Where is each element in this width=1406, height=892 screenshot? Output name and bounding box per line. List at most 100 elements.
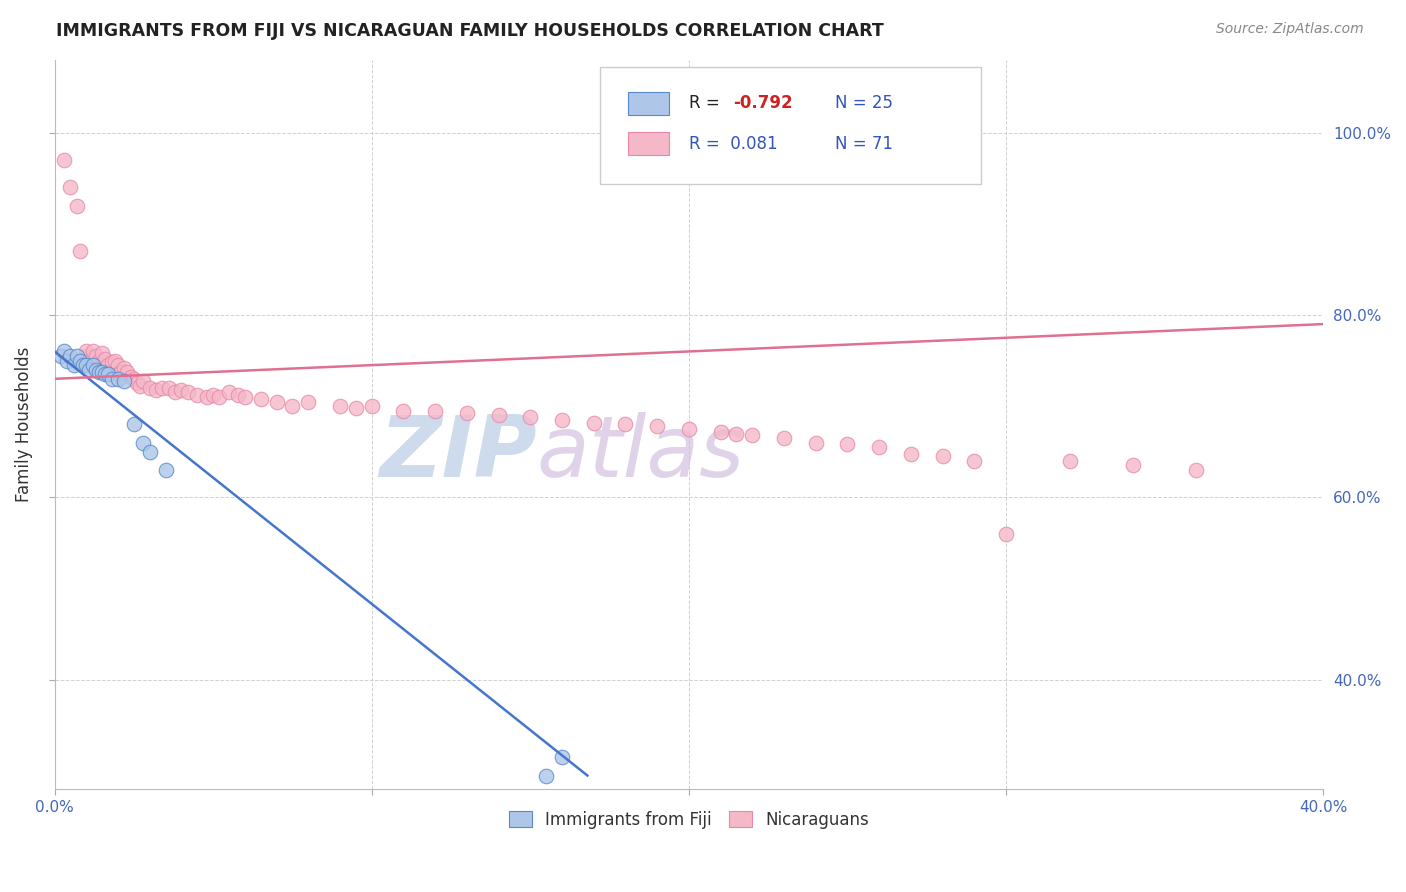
Point <box>100 372 122 386</box>
Point <box>218 385 240 400</box>
Point <box>150 381 173 395</box>
Point <box>249 392 271 406</box>
Point <box>725 426 748 441</box>
Point <box>551 413 574 427</box>
Point <box>84 349 107 363</box>
FancyBboxPatch shape <box>628 132 669 155</box>
Point <box>110 364 132 378</box>
Point <box>155 463 177 477</box>
Point <box>66 198 89 212</box>
Text: ZIP: ZIP <box>380 412 537 495</box>
FancyBboxPatch shape <box>600 67 981 184</box>
Point <box>91 346 114 360</box>
Point <box>931 450 953 464</box>
Point <box>97 368 120 382</box>
Point <box>138 381 160 395</box>
Point <box>297 394 319 409</box>
Point <box>202 388 225 402</box>
Text: atlas: atlas <box>537 412 745 495</box>
Point <box>138 444 160 458</box>
Point <box>551 750 574 764</box>
Text: R =  0.081: R = 0.081 <box>689 135 778 153</box>
Point <box>75 358 97 372</box>
Point <box>329 399 352 413</box>
Point <box>91 366 114 380</box>
Point <box>741 428 763 442</box>
Point <box>94 351 117 366</box>
Point <box>963 454 986 468</box>
Point <box>79 353 101 368</box>
Point <box>87 364 110 378</box>
Point <box>423 403 446 417</box>
Point <box>66 349 89 363</box>
Point <box>75 344 97 359</box>
Point <box>82 344 104 359</box>
Point <box>69 244 91 259</box>
Point <box>165 385 187 400</box>
Point <box>56 353 79 368</box>
Y-axis label: Family Households: Family Households <box>15 347 32 502</box>
Point <box>59 180 82 194</box>
Text: IMMIGRANTS FROM FIJI VS NICARAGUAN FAMILY HOUSEHOLDS CORRELATION CHART: IMMIGRANTS FROM FIJI VS NICARAGUAN FAMIL… <box>56 22 884 40</box>
Point <box>120 370 142 384</box>
Point <box>868 440 890 454</box>
Text: R =: R = <box>689 95 725 112</box>
Point <box>773 431 796 445</box>
Point <box>53 344 76 359</box>
Point <box>281 399 304 413</box>
Point <box>228 388 250 402</box>
Point <box>125 376 148 391</box>
Point <box>107 358 129 372</box>
Point <box>804 435 827 450</box>
Point <box>900 447 922 461</box>
Point <box>87 353 110 368</box>
Point <box>195 390 218 404</box>
Point <box>53 153 76 167</box>
Point <box>995 526 1018 541</box>
Point <box>186 388 208 402</box>
Point <box>710 425 733 439</box>
FancyBboxPatch shape <box>628 92 669 115</box>
Point <box>344 401 367 415</box>
Point <box>112 374 135 388</box>
Point <box>488 409 510 423</box>
Point <box>107 372 129 386</box>
Point <box>645 419 668 434</box>
Point <box>104 353 127 368</box>
Point <box>1059 454 1081 468</box>
Point <box>129 379 152 393</box>
Point <box>1122 458 1144 473</box>
Point <box>100 355 122 369</box>
Point <box>177 385 200 400</box>
Point <box>82 358 104 372</box>
Point <box>534 768 557 782</box>
Point <box>233 390 256 404</box>
Point <box>117 364 139 378</box>
Point <box>170 383 193 397</box>
Point <box>94 368 117 382</box>
Point <box>1185 463 1208 477</box>
Point <box>122 372 145 386</box>
Point <box>392 403 415 417</box>
Point <box>582 416 605 430</box>
Point <box>62 358 84 372</box>
Point <box>84 362 107 376</box>
Point <box>360 399 382 413</box>
Point <box>49 349 72 363</box>
Point <box>132 435 155 450</box>
Point <box>614 417 637 432</box>
Point <box>75 349 97 363</box>
Point <box>519 410 541 425</box>
Text: N = 25: N = 25 <box>835 95 893 112</box>
Point <box>107 368 129 382</box>
Point <box>266 394 288 409</box>
Point <box>112 360 135 375</box>
Point <box>145 383 167 397</box>
Legend: Immigrants from Fiji, Nicaraguans: Immigrants from Fiji, Nicaraguans <box>502 805 876 836</box>
Point <box>678 422 700 436</box>
Text: N = 71: N = 71 <box>835 135 893 153</box>
Point <box>456 407 478 421</box>
Point <box>837 437 859 451</box>
Point <box>72 358 94 372</box>
Point <box>97 358 120 372</box>
